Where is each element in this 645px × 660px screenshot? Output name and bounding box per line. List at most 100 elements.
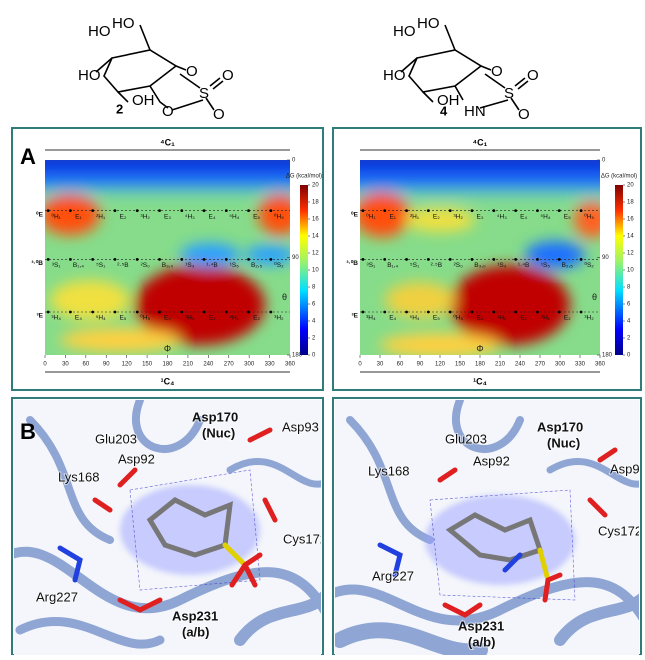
conformer-label: ⁵S₁ — [410, 262, 420, 269]
top-axis-label: ⁴C₁ — [473, 137, 488, 147]
x-tick-label: 270 — [535, 362, 546, 368]
conformer-dot — [558, 311, 561, 314]
x-tick-label: 270 — [224, 362, 235, 368]
conformer-dot — [47, 311, 50, 314]
conformer-dot — [580, 209, 583, 212]
conformer-dot — [471, 311, 474, 314]
atom: O — [527, 67, 539, 84]
conformer-label: ⁴H₃ — [497, 213, 507, 220]
panel-label: A — [20, 144, 36, 169]
x-tick-label: 90 — [417, 362, 424, 368]
conformer-dot — [269, 209, 272, 212]
conformer-dot — [514, 311, 517, 314]
colorbar-tick-label: 12 — [312, 251, 319, 257]
residue-label: Arg227 — [36, 589, 78, 604]
colorbar — [300, 185, 308, 355]
conformer-dot — [269, 311, 272, 314]
conformer-label: ²H₁ — [230, 315, 240, 322]
conformer-label: E₄ — [389, 315, 396, 322]
residue-label: Asp170 — [537, 419, 583, 434]
conformer-label: E₅ — [253, 213, 260, 220]
conformer-dot — [225, 258, 228, 261]
row-label: ⁰E — [351, 210, 359, 218]
conformer-label: ²H₁ — [410, 213, 420, 220]
conformer-label: E₄ — [75, 315, 82, 322]
conformer-label: ³H₂ — [141, 213, 151, 220]
conformer-dot — [158, 209, 161, 212]
colorbar-tick-label: 18 — [312, 200, 319, 206]
x-tick-label: 30 — [62, 362, 69, 368]
conformer-label: ¹S₃ — [185, 262, 195, 269]
conformer-label: B₁,₄ — [387, 262, 398, 269]
colorbar — [615, 185, 623, 355]
conformer-label: ⁴H₃ — [185, 213, 195, 220]
conformer-label: ²S₀ — [141, 262, 151, 269]
conformer-dot — [114, 258, 117, 261]
colorbar-tick-label: 18 — [627, 200, 634, 206]
x-tick-label: 150 — [142, 362, 153, 368]
residue-label: Asp92 — [118, 451, 155, 466]
atom: HO — [417, 15, 440, 32]
residue-label: (a/b) — [468, 634, 495, 649]
atom: O — [222, 67, 234, 84]
conformer-dot — [492, 258, 495, 261]
row-label: ⁰E — [36, 210, 44, 218]
atom: HO — [88, 23, 111, 40]
conformer-label: ¹·⁴B — [206, 262, 217, 269]
ring — [409, 50, 481, 92]
residue-label: Asp92 — [473, 453, 510, 468]
x-tick-label: 300 — [555, 362, 566, 368]
x-tick-label: 210 — [183, 362, 194, 368]
conformer-dot — [383, 258, 386, 261]
colorbar-tick-label: 16 — [312, 217, 319, 223]
colorbar-tick-label: 16 — [627, 217, 634, 223]
conformer-dot — [91, 258, 94, 261]
y-tick-label: 180 — [602, 353, 613, 359]
conformer-dot — [203, 258, 206, 261]
conformer-dot — [136, 258, 139, 261]
conformer-label: ⁵H₄ — [540, 213, 550, 220]
residue-label: (Nuc) — [202, 425, 235, 440]
conformer-dot — [136, 209, 139, 212]
conformer-dot — [69, 258, 72, 261]
x-tick-label: 240 — [203, 362, 214, 368]
conformer-dot — [558, 209, 561, 212]
conformer-dot — [580, 258, 583, 261]
atom: O — [491, 63, 503, 80]
conformer-dot — [180, 209, 183, 212]
conformer-label: E₀ — [476, 315, 483, 322]
conformer-dot — [362, 311, 365, 314]
theta-label: θ — [282, 292, 287, 302]
conformer-dot — [269, 258, 272, 261]
conformer-label: ⁵H₄ — [229, 213, 239, 220]
conformer-label: ¹H₀ — [497, 315, 507, 322]
colorbar-tick-label: 10 — [312, 268, 319, 274]
conformer-label: ⁰H₁ — [51, 212, 61, 220]
conformer-label: E₃ — [477, 213, 484, 220]
x-tick-label: 60 — [82, 362, 89, 368]
conformer-dot — [158, 311, 161, 314]
conformer-dot — [180, 258, 183, 261]
conformer-label: B₃,₀ — [162, 262, 174, 269]
atom: O — [162, 103, 174, 120]
residue-label: Asp231 — [458, 618, 504, 633]
conformer-label: E₁ — [389, 213, 396, 220]
conformer-dot — [91, 311, 94, 314]
conformer-label: E₁ — [75, 213, 82, 220]
conformer-label: ³H₂ — [453, 213, 463, 220]
conformer-label: ²H₁ — [541, 315, 551, 322]
row-label: ³E — [37, 313, 44, 320]
conformer-label: ³H₄ — [51, 315, 61, 322]
conformer-label: ¹H₀ — [185, 315, 195, 322]
protein-structure — [0, 400, 330, 655]
conformer-dot — [383, 311, 386, 314]
conformer-dot — [69, 209, 72, 212]
conformer-dot — [225, 311, 228, 314]
conformer-label: ⁰H₅ — [453, 314, 463, 322]
conformer-label: ²S₀ — [454, 262, 464, 269]
conformer-dot — [558, 258, 561, 261]
conformer-dot — [492, 311, 495, 314]
conformer-dot — [47, 209, 50, 212]
conformer-dot — [449, 258, 452, 261]
atom: O — [186, 63, 198, 80]
